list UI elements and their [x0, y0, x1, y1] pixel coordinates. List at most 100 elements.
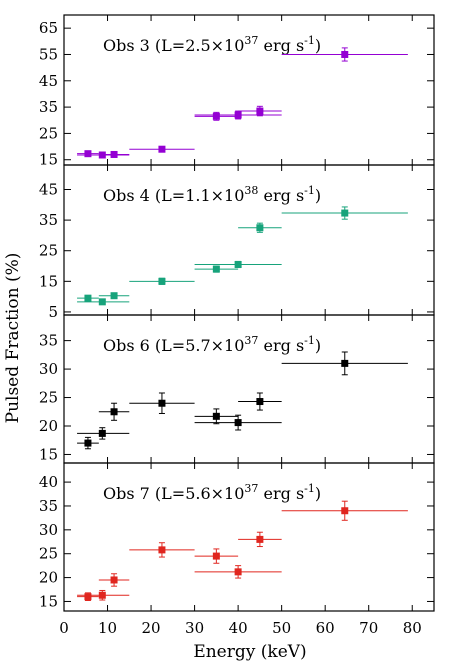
- x-tick-label: 80: [403, 619, 422, 637]
- point-marker: [98, 298, 106, 306]
- y-tick-label: 45: [39, 180, 58, 198]
- y-tick-label: 20: [39, 569, 58, 587]
- data-point: [194, 110, 282, 120]
- data-point: [77, 436, 99, 450]
- y-tick-label: 45: [39, 72, 58, 90]
- data-point: [129, 277, 195, 285]
- point-marker: [256, 535, 264, 543]
- x-tick-label: 70: [359, 619, 378, 637]
- point-marker: [341, 507, 349, 515]
- point-marker: [212, 112, 220, 120]
- data-point: [194, 111, 239, 121]
- point-marker: [212, 265, 220, 273]
- panel-1: 15 25 35 45 55 65 Obs 3 (L=2.5×1037 erg s-1): [39, 14, 435, 169]
- x-tick-label: 40: [229, 619, 248, 637]
- y-tick-label: 40: [39, 473, 58, 491]
- x-tick-label: 0: [59, 619, 69, 637]
- x-axis: 0 10 20 30 40 50 60 70 80: [59, 619, 422, 637]
- point-marker: [84, 150, 92, 158]
- data-point: [238, 392, 282, 411]
- y-tick-label: 35: [39, 98, 58, 116]
- data-point: [129, 392, 195, 414]
- panel-title: Obs 7 (L=5.6×1037 erg s-1): [103, 482, 321, 503]
- data-point: [281, 500, 408, 521]
- point-marker: [234, 260, 242, 268]
- point-marker: [256, 224, 264, 232]
- y-tick-label: 55: [39, 45, 58, 63]
- y-tick-label: 65: [39, 19, 58, 37]
- data-point: [98, 573, 130, 587]
- y-tick-label: 15: [39, 445, 58, 463]
- point-marker: [158, 145, 166, 153]
- x-tick-label: 20: [142, 619, 161, 637]
- y-tick-label: 5: [48, 303, 58, 321]
- y-tick-label: 25: [39, 389, 58, 407]
- point-marker: [234, 111, 242, 119]
- y-tick-label: 20: [39, 417, 58, 435]
- point-marker: [110, 408, 118, 416]
- y-tick-label: 35: [39, 332, 58, 350]
- data-point: [77, 592, 99, 601]
- point-marker: [158, 277, 166, 285]
- y-tick-label: 35: [39, 497, 58, 515]
- y-tick-label: 15: [39, 151, 58, 169]
- data-point: [194, 260, 282, 269]
- data-point: [77, 150, 99, 158]
- data-point: [281, 47, 408, 62]
- point-marker: [158, 546, 166, 554]
- point-marker: [98, 151, 106, 159]
- data-point: [98, 292, 130, 300]
- y-tick-label: 35: [39, 211, 58, 229]
- x-tick-label: 50: [272, 619, 291, 637]
- x-axis-title: Energy (keV): [193, 642, 306, 662]
- point-marker: [84, 439, 92, 447]
- data-point: [129, 145, 195, 153]
- point-marker: [158, 399, 166, 407]
- x-tick-label: 10: [98, 619, 117, 637]
- y-tick-label: 15: [39, 592, 58, 610]
- point-marker: [212, 412, 220, 420]
- data-point: [281, 351, 408, 376]
- data-point: [129, 542, 195, 558]
- point-marker: [341, 209, 349, 217]
- data-point: [238, 105, 282, 117]
- data-point: [194, 548, 239, 564]
- panel-3: 15 20 25 30 35 Obs 6 (L=5.7×1037 erg s-1): [39, 314, 435, 464]
- data-point: [194, 265, 239, 273]
- point-marker: [98, 591, 106, 599]
- point-marker: [110, 150, 118, 158]
- y-tick-label: 15: [39, 272, 58, 290]
- point-marker: [212, 552, 220, 560]
- data-point: [194, 408, 239, 425]
- x-tick-label: 30: [185, 619, 204, 637]
- panel-frame: [63, 462, 435, 612]
- y-tick-label: 30: [39, 360, 58, 378]
- data-point: [77, 294, 99, 302]
- data-point: [194, 565, 282, 579]
- point-marker: [110, 576, 118, 584]
- panel-title: Obs 4 (L=1.1×1038 erg s-1): [103, 184, 321, 205]
- point-marker: [98, 429, 106, 437]
- panel-2: 5 15 25 35 45 Obs 4 (L=1.1×1038 erg s-1): [39, 164, 435, 321]
- point-marker: [341, 50, 349, 58]
- data-point: [238, 531, 282, 548]
- point-marker: [84, 294, 92, 302]
- point-marker: [256, 398, 264, 406]
- y-tick-label: 25: [39, 242, 58, 260]
- data-point: [98, 402, 130, 421]
- y-tick-label: 30: [39, 521, 58, 539]
- point-marker: [341, 359, 349, 367]
- data-point: [77, 427, 130, 440]
- x-tick-label: 60: [316, 619, 335, 637]
- panel-title: Obs 6 (L=5.7×1037 erg s-1): [103, 334, 321, 355]
- data-point: [77, 298, 130, 306]
- data-point: [77, 589, 130, 601]
- data-point: [238, 222, 282, 233]
- point-marker: [234, 419, 242, 427]
- y-tick-label: 25: [39, 124, 58, 142]
- panel-4: 15 20 25 30 35 40 Obs 7 (L=5.6×1037 erg s-1): [39, 462, 435, 612]
- y-tick-label: 25: [39, 545, 58, 563]
- point-marker: [234, 568, 242, 576]
